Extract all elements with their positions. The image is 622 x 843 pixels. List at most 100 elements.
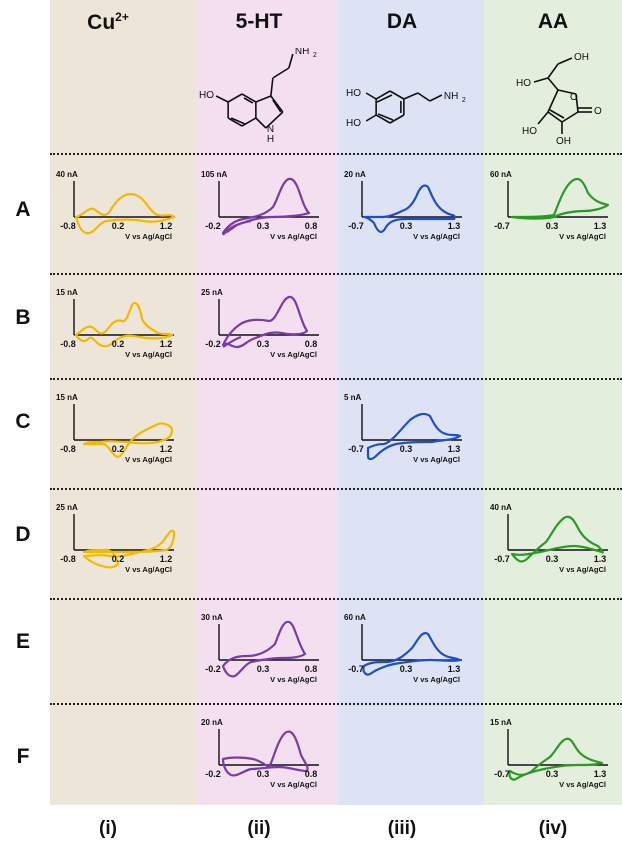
potential-tick-label: 1.2: [160, 221, 173, 231]
voltammogram-a-2: 105 nA -0.2 0.3 0.8V vs Ag/AgCl: [201, 170, 319, 241]
potential-tick-label: 0.2: [112, 221, 125, 231]
potential-tick-label: 1.3: [448, 221, 461, 231]
indole-nitrogen-label: N: [267, 124, 274, 135]
potential-tick-label: 0.3: [546, 769, 559, 779]
voltammogram-d-1: 25 nA -0.8 0.2 1.2V vs Ag/AgCl: [56, 503, 176, 574]
column-header-text: Cu: [87, 11, 116, 34]
potential-tick-label: 0.2: [112, 444, 125, 454]
column-header-3: DA: [352, 10, 452, 34]
potential-axis-label: V vs Ag/AgCl: [125, 350, 172, 359]
current-scale-label: 40 nA: [56, 170, 78, 179]
potential-tick-label: 1.2: [160, 339, 173, 349]
potential-axis-label: V vs Ag/AgCl: [413, 455, 460, 464]
potential-tick-label: 0.2: [112, 554, 125, 564]
row-label-A: A: [15, 198, 31, 221]
hydroxyl-label-2: HO: [516, 78, 531, 89]
voltammogram-e-3: 60 nA -0.7 0.3 1.3V vs Ag/AgCl: [344, 613, 462, 684]
current-scale-label: 20 nA: [344, 170, 366, 179]
amine-subscript: 2: [313, 52, 317, 59]
potential-tick-label: 1.3: [594, 221, 607, 231]
current-scale-label: 15 nA: [56, 288, 78, 297]
cv-trace: [366, 412, 462, 461]
potential-tick-label: 0.8: [305, 769, 318, 779]
hydroxyl-label-2: HO: [346, 118, 361, 129]
potential-tick-label: -0.8: [60, 444, 76, 454]
potential-axis-label: V vs Ag/AgCl: [559, 565, 606, 574]
potential-tick-label: -0.7: [494, 554, 510, 564]
row-label-B: B: [15, 306, 31, 329]
potential-tick-label: 1.3: [594, 769, 607, 779]
potential-tick-label: 1.2: [160, 444, 173, 454]
cv-trace: [221, 177, 311, 236]
column-header-2: 5-HT: [209, 10, 309, 34]
current-scale-label: 30 nA: [201, 613, 223, 622]
cv-trace: [74, 301, 174, 348]
potential-axis-label: V vs Ag/AgCl: [270, 780, 317, 789]
amine-label: NH: [295, 48, 309, 57]
row-separator-6: [50, 703, 622, 705]
column-header-1: Cu2+: [58, 10, 158, 35]
cv-trace: [221, 295, 309, 349]
cv-trace: [362, 184, 456, 233]
current-scale-label: 105 nA: [201, 170, 227, 179]
potential-tick-label: -0.7: [348, 444, 364, 454]
current-scale-label: 15 nA: [56, 393, 78, 402]
hydroxyl-label-4: OH: [556, 136, 571, 147]
current-scale-label: 25 nA: [201, 288, 223, 297]
potential-tick-label: -0.8: [60, 554, 76, 564]
potential-tick-label: 1.2: [160, 554, 173, 564]
potential-tick-label: 0.3: [257, 339, 270, 349]
potential-tick-label: 0.8: [305, 664, 318, 674]
column-header-superscript: 2+: [115, 10, 129, 24]
voltammogram-d-4: 40 nA -0.7 0.3 1.3V vs Ag/AgCl: [490, 503, 608, 574]
column-label-4: (iv): [538, 818, 568, 839]
row-separator-5: [50, 598, 622, 600]
potential-tick-label: 1.3: [448, 664, 461, 674]
amine-subscript: 2: [462, 97, 466, 104]
potential-tick-label: 1.3: [594, 554, 607, 564]
current-scale-label: 40 nA: [490, 503, 512, 512]
column-label-2: (ii): [247, 818, 271, 839]
potential-tick-label: -0.2: [205, 664, 221, 674]
potential-tick-label: 0.3: [546, 554, 559, 564]
hydroxyl-label: HO: [199, 90, 214, 101]
potential-axis-label: V vs Ag/AgCl: [559, 232, 606, 241]
amine-label: NH: [444, 91, 458, 102]
column-header-text: 5-HT: [235, 10, 283, 33]
column-header-text: DA: [386, 10, 418, 33]
dopamine-structure: HO HO NH 2: [346, 88, 466, 129]
potential-axis-label: V vs Ag/AgCl: [559, 780, 606, 789]
potential-axis-label: V vs Ag/AgCl: [413, 675, 460, 684]
indole-hydrogen-label: H: [267, 134, 274, 145]
row-label-C: C: [15, 410, 31, 433]
potential-tick-label: 1.3: [448, 444, 461, 454]
potential-tick-label: -0.8: [60, 221, 76, 231]
potential-tick-label: -0.7: [348, 664, 364, 674]
cv-trace: [510, 177, 610, 220]
carbonyl-oxygen-label: O: [594, 106, 602, 117]
potential-axis-label: V vs Ag/AgCl: [125, 565, 172, 574]
current-scale-label: 60 nA: [490, 170, 512, 179]
ring-oxygen-label: O: [570, 92, 578, 103]
current-scale-label: 15 nA: [490, 718, 512, 727]
hydroxyl-label-1: HO: [346, 88, 361, 99]
cv-trace: [82, 422, 174, 458]
potential-tick-label: -0.7: [348, 221, 364, 231]
potential-tick-label: 0.3: [400, 664, 413, 674]
cv-trace: [510, 515, 604, 563]
row-separator-4: [50, 488, 622, 490]
voltammogram-f-4: 15 nA -0.7 0.3 1.3V vs Ag/AgCl: [490, 718, 608, 789]
voltammogram-b-1: 15 nA -0.8 0.2 1.2V vs Ag/AgCl: [56, 288, 174, 359]
voltammogram-b-2: 25 nA -0.2 0.3 0.8V vs Ag/AgCl: [201, 288, 319, 359]
potential-tick-label: -0.2: [205, 339, 221, 349]
voltammogram-f-2: 20 nA -0.2 0.3 0.8V vs Ag/AgCl: [201, 718, 319, 789]
voltammogram-c-3: 5 nA -0.7 0.3 1.3V vs Ag/AgCl: [344, 393, 462, 464]
cv-trace: [508, 737, 604, 781]
cv-trace: [82, 529, 176, 569]
column-label-1: (i): [99, 818, 117, 839]
row-label-D: D: [15, 523, 31, 546]
hydroxyl-label-1: OH: [574, 52, 589, 63]
potential-tick-label: -0.7: [494, 769, 510, 779]
potential-tick-label: 0.3: [546, 221, 559, 231]
